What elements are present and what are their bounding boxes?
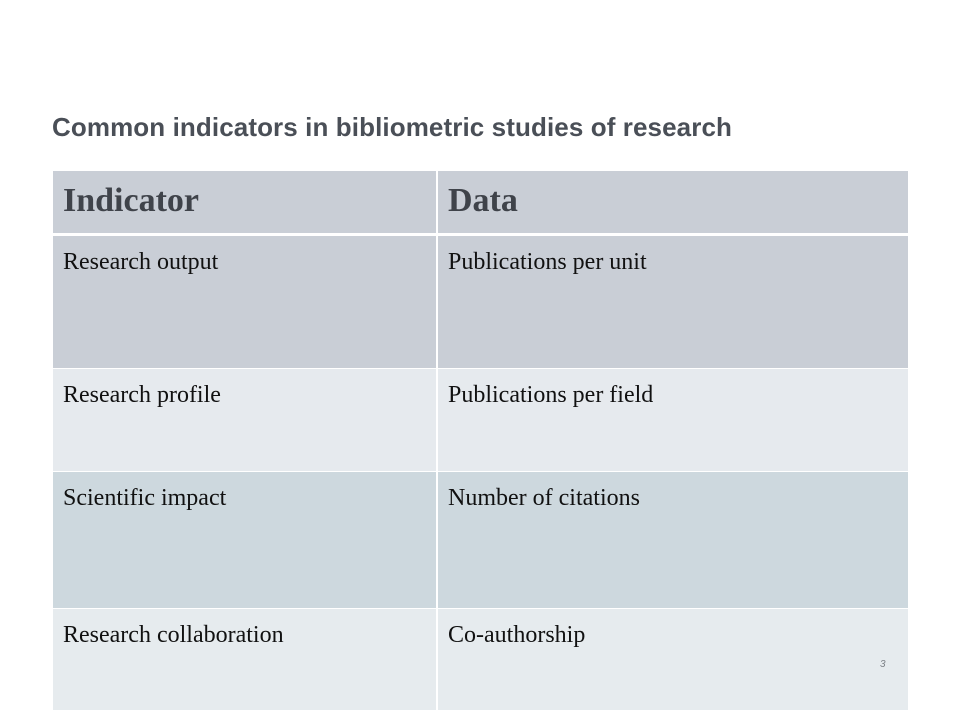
data-cell: Co-authorship xyxy=(436,608,908,711)
data-cell: Number of citations xyxy=(436,471,908,609)
header-data: Data xyxy=(436,171,908,236)
table-row: Scientific impact Number of citations xyxy=(53,471,908,609)
table-header-row: Indicator Data xyxy=(53,171,908,236)
data-cell: Publications per field xyxy=(436,368,908,472)
indicator-cell: Scientific impact xyxy=(53,471,437,609)
table-row: Research profile Publications per field xyxy=(53,368,908,472)
indicators-table: Indicator Data Research output Publicati… xyxy=(53,171,908,711)
table-row: Research output Publications per unit xyxy=(53,234,908,369)
header-indicator: Indicator xyxy=(53,171,437,236)
slide-title: Common indicators in bibliometric studie… xyxy=(52,112,732,142)
indicator-cell: Research output xyxy=(53,234,437,369)
data-cell: Publications per unit xyxy=(436,234,908,369)
page-number: 3 xyxy=(880,659,886,670)
indicator-cell: Research profile xyxy=(53,368,437,472)
table-row: Research collaboration Co-authorship xyxy=(53,608,908,711)
indicator-cell: Research collaboration xyxy=(53,608,437,711)
